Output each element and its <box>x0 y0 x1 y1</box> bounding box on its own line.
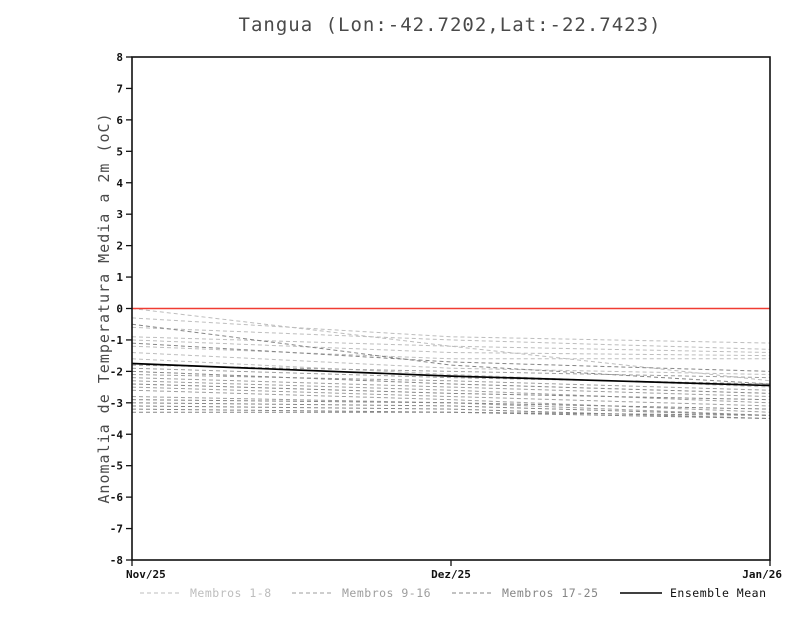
y-tick-label: 6 <box>116 114 123 127</box>
member-line <box>131 396 771 416</box>
y-tick-label: 3 <box>116 208 123 221</box>
member-line <box>131 405 771 420</box>
member-line <box>131 370 771 394</box>
y-tick-label: -7 <box>110 523 123 536</box>
member-line <box>131 380 771 404</box>
y-tick-label: 4 <box>116 177 123 190</box>
y-tick-label: 5 <box>116 145 123 158</box>
y-tick-label: -4 <box>110 428 124 441</box>
y-tick-label: -2 <box>110 365 123 378</box>
member-line <box>131 326 771 350</box>
y-tick-label: -8 <box>110 554 123 567</box>
member-line <box>131 317 771 344</box>
member-line <box>131 308 771 382</box>
y-tick-label: 7 <box>116 82 123 95</box>
ensemble-mean-line <box>131 362 771 387</box>
member-line <box>131 402 771 416</box>
legend-label: Membros 9-16 <box>342 586 431 600</box>
y-tick-label: 8 <box>116 51 123 64</box>
legend-label: Membros 1-8 <box>190 586 272 600</box>
y-tick-label: -6 <box>110 491 124 504</box>
member-line <box>132 411 771 420</box>
plot-border <box>131 56 771 561</box>
member-line <box>131 374 771 391</box>
member-line <box>131 383 771 401</box>
legend-label: Ensemble Mean <box>670 586 767 600</box>
y-tick-label: 2 <box>116 240 123 253</box>
member-line <box>131 339 771 357</box>
member-line <box>131 389 771 413</box>
member-line <box>131 377 771 398</box>
member-line <box>131 367 771 385</box>
legend-label: Membros 17-25 <box>502 586 599 600</box>
member-line <box>131 336 771 354</box>
y-tick-label: -1 <box>110 334 124 347</box>
chart-title: Tangua (Lon:-42.7202,Lat:-22.7423) <box>238 14 662 36</box>
member-line <box>131 399 771 410</box>
member-line <box>131 323 771 385</box>
y-tick-label: 0 <box>116 303 123 316</box>
member-line <box>131 352 771 376</box>
x-tick-label: Dez/25 <box>431 568 471 581</box>
member-line <box>131 386 771 407</box>
y-tick-label: 1 <box>116 271 123 284</box>
member-line <box>131 345 770 360</box>
member-line <box>131 342 771 372</box>
y-tick-label: -5 <box>110 460 123 473</box>
x-tick-label: Jan/26 <box>742 568 782 581</box>
member-line <box>131 408 771 416</box>
y-tick-label: -3 <box>110 397 123 410</box>
x-tick-label: Nov/25 <box>126 568 166 581</box>
